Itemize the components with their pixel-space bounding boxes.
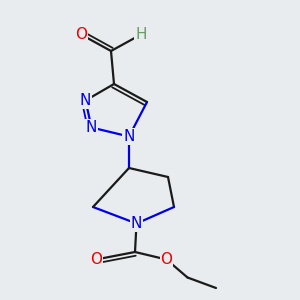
Text: N: N	[131, 216, 142, 231]
Text: H: H	[135, 27, 147, 42]
Text: O: O	[90, 252, 102, 267]
Text: N: N	[123, 129, 135, 144]
Text: N: N	[86, 120, 97, 135]
Text: O: O	[75, 27, 87, 42]
Text: N: N	[80, 93, 91, 108]
Text: O: O	[160, 252, 172, 267]
